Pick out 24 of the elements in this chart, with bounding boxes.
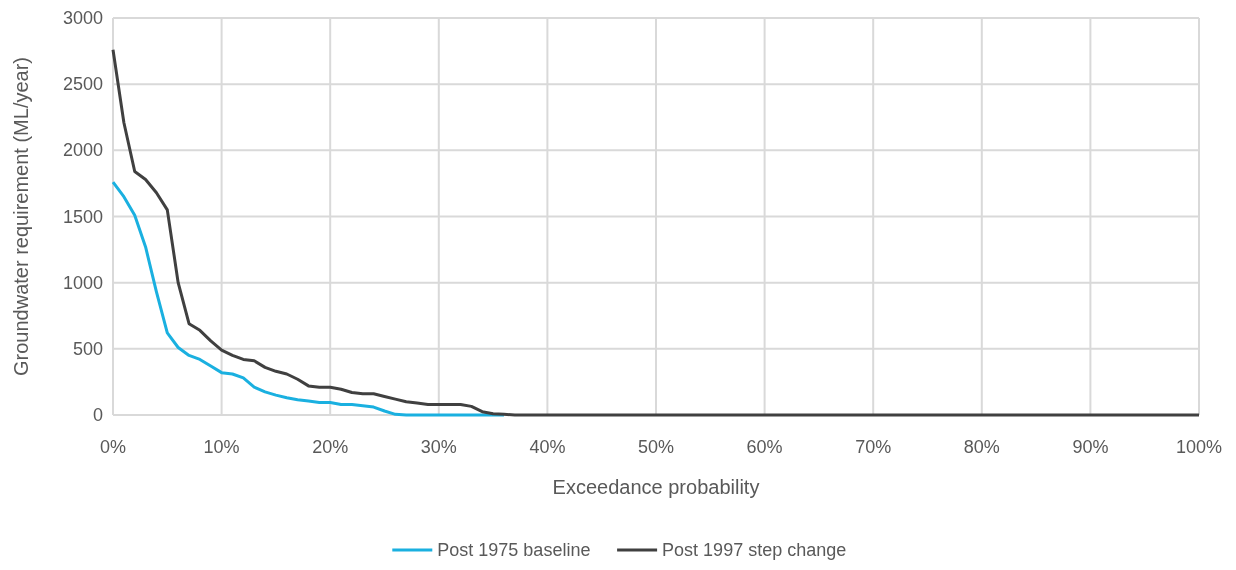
y-tick-label: 2000 — [62, 140, 103, 161]
x-tick-label: 90% — [1072, 437, 1109, 457]
x-axis-title: Exceedance probability — [552, 476, 760, 498]
x-tick-label: 80% — [963, 437, 1000, 457]
y-tick-label: 2500 — [62, 74, 103, 95]
legend-label: Post 1975 baseline — [437, 540, 591, 560]
y-axis-title: Groundwater requirement (ML/year) — [10, 56, 32, 377]
x-tick-label: 100% — [1175, 437, 1223, 457]
line-series — [111, 180, 506, 417]
y-tick-label: 500 — [72, 338, 103, 359]
line-series — [111, 48, 1201, 417]
y-tick-label: 0 — [92, 405, 103, 425]
x-tick-label: 40% — [529, 437, 566, 457]
x-tick-label: 10% — [203, 437, 240, 457]
x-tick-label: 20% — [312, 437, 349, 457]
legend-label: Post 1997 step change — [662, 540, 847, 560]
x-tick-label: 30% — [420, 437, 457, 457]
y-tick-label: 3000 — [62, 8, 103, 28]
y-tick-label: 1500 — [62, 206, 103, 227]
x-tick-label: 70% — [855, 437, 892, 457]
x-tick-label: 0% — [99, 437, 127, 457]
x-tick-label: 50% — [637, 437, 675, 457]
y-tick-label: 1000 — [62, 272, 103, 293]
x-tick-label: 60% — [746, 437, 783, 457]
